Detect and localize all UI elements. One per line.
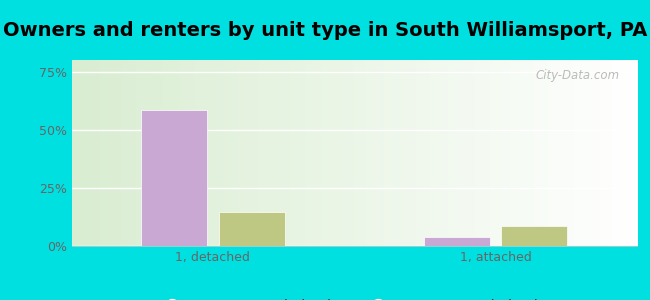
Bar [218, 212, 285, 246]
Bar [141, 110, 207, 246]
Text: City-Data.com: City-Data.com [536, 69, 620, 82]
Bar [424, 237, 490, 246]
Text: Owners and renters by unit type in South Williamsport, PA: Owners and renters by unit type in South… [3, 21, 647, 40]
Legend: Owner occupied units, Renter occupied units: Owner occupied units, Renter occupied un… [153, 294, 556, 300]
Bar [501, 226, 567, 246]
